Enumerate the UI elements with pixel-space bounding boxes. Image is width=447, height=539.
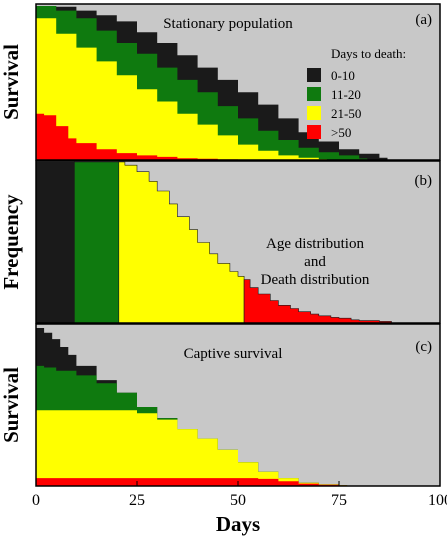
panel-c-ylabel: Survival <box>0 367 23 443</box>
x-axis: 0 25 50 75 100 <box>32 481 447 509</box>
legend-label: 11-20 <box>331 87 361 102</box>
panel-c-area-3 <box>36 478 348 486</box>
x-tick-label: 0 <box>32 492 40 509</box>
panel-a-title: Stationary population <box>163 16 293 32</box>
legend-swatch <box>307 125 321 139</box>
areas-c <box>36 328 348 486</box>
x-tick-label: 25 <box>129 492 145 509</box>
panel-c-area-2 <box>36 410 348 486</box>
panel-a: Stationary population (a) Days to death:… <box>0 3 441 161</box>
panel-c-title: Captive survival <box>184 346 283 362</box>
panel-a-ylabel: Survival <box>0 44 23 120</box>
panel-b-title-line-1: Age distribution <box>266 236 364 252</box>
x-axis-label: Days <box>216 512 260 536</box>
areas-a <box>36 6 440 160</box>
x-tick-label: 100 <box>428 492 447 509</box>
legend-swatch <box>307 106 321 120</box>
panel-c-label: (c) <box>415 339 432 355</box>
plot-frame-b <box>35 160 441 324</box>
panel-b: (b) Age distribution and Death distribut… <box>0 160 441 324</box>
panel-b-area-1 <box>74 161 120 324</box>
panel-a-label: (a) <box>415 12 432 28</box>
x-tick-label: 50 <box>230 492 246 509</box>
plot-frame-a <box>35 3 441 161</box>
panel-c: (c) Captive survival Survival 0 25 50 75 100… <box>0 323 447 536</box>
legend-swatch <box>307 87 321 101</box>
panel-b-area-3 <box>243 279 392 324</box>
panel-b-ylabel: Frequency <box>0 194 23 290</box>
panel-b-title-line-3: Death distribution <box>261 272 370 288</box>
panel-b-area-2 <box>118 161 245 324</box>
panel-a-area-2 <box>36 18 440 160</box>
legend: 0-10 11-20 21-50 >50 <box>307 68 361 140</box>
legend-title: Days to death: <box>331 46 406 61</box>
legend-label: 0-10 <box>331 68 355 83</box>
panel-b-title-line-2: and <box>304 254 326 270</box>
panel-a-area-3 <box>36 113 440 160</box>
legend-swatch <box>307 68 321 82</box>
panel-b-label: (b) <box>415 173 433 189</box>
areas-b <box>35 161 392 324</box>
legend-label: 21-50 <box>331 106 361 121</box>
panel-b-area-0 <box>35 161 75 324</box>
x-tick-label: 75 <box>331 492 347 509</box>
legend-label: >50 <box>331 125 351 140</box>
